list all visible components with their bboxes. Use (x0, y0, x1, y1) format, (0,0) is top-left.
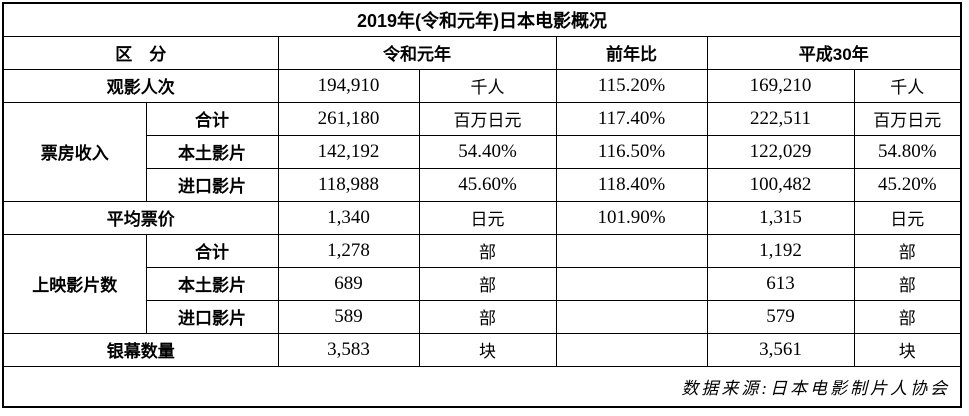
screens-yoy (555, 332, 708, 367)
row-screens-label: 银幕数量 (2, 332, 279, 367)
films-imported-value-heisei: 579 (706, 299, 855, 334)
boxoffice-total-unit-reiwa: 百万日元 (418, 101, 557, 136)
films-total-value-reiwa: 1,278 (277, 233, 420, 268)
boxoffice-domestic-value-reiwa: 142,192 (277, 134, 420, 169)
boxoffice-imported-value-heisei: 100,482 (706, 167, 855, 202)
boxoffice-imported-label: 进口影片 (145, 167, 279, 202)
japan-film-overview-table: 2019年(令和元年)日本电影概况 区 分 令和元年 前年比 平成30年 观影人… (2, 2, 963, 408)
avgprice-unit-heisei: 日元 (853, 200, 962, 235)
audience-unit-heisei: 千人 (853, 68, 962, 103)
avgprice-yoy: 101.90% (555, 200, 708, 235)
films-imported-unit-reiwa: 部 (418, 299, 557, 334)
audience-unit-reiwa: 千人 (418, 68, 557, 103)
films-imported-yoy (555, 299, 708, 334)
films-total-label: 合计 (145, 233, 279, 268)
boxoffice-imported-value-reiwa: 118,988 (277, 167, 420, 202)
header-category: 区 分 (2, 35, 279, 70)
boxoffice-total-label: 合计 (145, 101, 279, 136)
films-domestic-unit-heisei: 部 (853, 266, 962, 301)
audience-value-reiwa: 194,910 (277, 68, 420, 103)
films-total-unit-reiwa: 部 (418, 233, 557, 268)
boxoffice-imported-share-heisei: 45.20% (853, 167, 962, 202)
films-domestic-yoy (555, 266, 708, 301)
boxoffice-imported-share-reiwa: 45.60% (418, 167, 557, 202)
boxoffice-total-unit-heisei: 百万日元 (853, 101, 962, 136)
row-audience-label: 观影人次 (2, 68, 279, 103)
header-reiwa1: 令和元年 (277, 35, 557, 70)
films-imported-label: 进口影片 (145, 299, 279, 334)
table-title: 2019年(令和元年)日本电影概况 (2, 2, 962, 37)
boxoffice-total-yoy: 117.40% (555, 101, 708, 136)
films-total-unit-heisei: 部 (853, 233, 962, 268)
boxoffice-domestic-share-reiwa: 54.40% (418, 134, 557, 169)
films-domestic-value-heisei: 613 (706, 266, 855, 301)
avgprice-unit-reiwa: 日元 (418, 200, 557, 235)
films-imported-unit-heisei: 部 (853, 299, 962, 334)
screens-unit-reiwa: 块 (418, 332, 557, 367)
row-films-group-label: 上映影片数 (2, 233, 147, 334)
boxoffice-domestic-yoy: 116.50% (555, 134, 708, 169)
audience-yoy: 115.20% (555, 68, 708, 103)
screens-value-heisei: 3,561 (706, 332, 855, 367)
screens-unit-heisei: 块 (853, 332, 962, 367)
avgprice-value-heisei: 1,315 (706, 200, 855, 235)
boxoffice-total-value-reiwa: 261,180 (277, 101, 420, 136)
films-total-yoy (555, 233, 708, 268)
header-heisei30: 平成30年 (706, 35, 962, 70)
screens-value-reiwa: 3,583 (277, 332, 420, 367)
boxoffice-imported-yoy: 118.40% (555, 167, 708, 202)
row-boxoffice-group-label: 票房收入 (2, 101, 147, 202)
boxoffice-domestic-label: 本土影片 (145, 134, 279, 169)
films-domestic-label: 本土影片 (145, 266, 279, 301)
audience-value-heisei: 169,210 (706, 68, 855, 103)
films-total-value-heisei: 1,192 (706, 233, 855, 268)
boxoffice-domestic-value-heisei: 122,029 (706, 134, 855, 169)
row-avgprice-label: 平均票价 (2, 200, 279, 235)
films-domestic-unit-reiwa: 部 (418, 266, 557, 301)
boxoffice-domestic-share-heisei: 54.80% (853, 134, 962, 169)
header-yoy: 前年比 (555, 35, 708, 70)
films-imported-value-reiwa: 589 (277, 299, 420, 334)
data-source-note: 数据来源:日本电影制片人协会 (2, 365, 962, 408)
avgprice-value-reiwa: 1,340 (277, 200, 420, 235)
boxoffice-total-value-heisei: 222,511 (706, 101, 855, 136)
films-domestic-value-reiwa: 689 (277, 266, 420, 301)
